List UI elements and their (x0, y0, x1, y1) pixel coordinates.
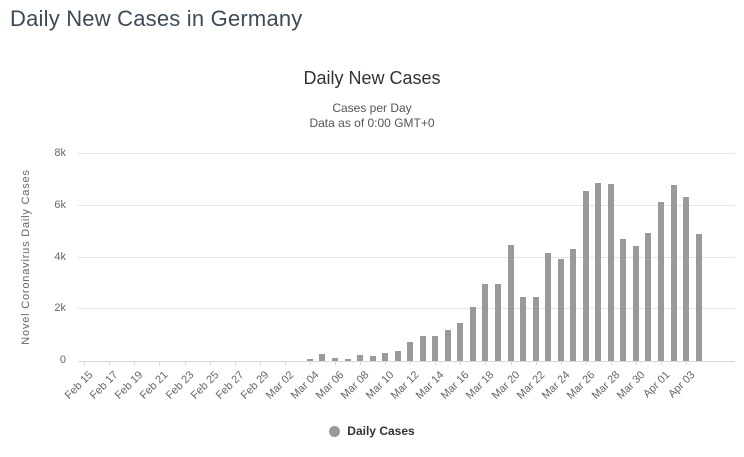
x-tickmark (635, 361, 637, 365)
x-tickmark (585, 361, 587, 365)
bar-mar-29[interactable] (620, 238, 627, 361)
x-tickmark (510, 361, 512, 365)
x-tick-label: Apr 03 (666, 369, 698, 401)
bar-mar-08[interactable] (357, 355, 364, 361)
x-tickmark (560, 361, 562, 365)
bar-mar-07[interactable] (344, 358, 351, 361)
x-tickmark (209, 361, 211, 365)
y-tick-label: 0 (59, 354, 66, 366)
x-tickmark (259, 361, 261, 365)
x-tickmark (435, 361, 437, 365)
bar-mar-28[interactable] (607, 184, 614, 361)
bar-mar-06[interactable] (332, 358, 339, 361)
bar-mar-05[interactable] (319, 354, 326, 361)
bar-mar-25[interactable] (570, 248, 577, 361)
bar-mar-15[interactable] (444, 329, 451, 361)
bar-mar-31[interactable] (645, 233, 652, 361)
chart-title: Daily New Cases (303, 68, 441, 88)
legend-marker-icon (329, 425, 341, 437)
gridline (78, 153, 735, 154)
bar-mar-20[interactable] (507, 244, 514, 361)
x-tickmark (159, 361, 161, 365)
page-title: Daily New Cases in Germany (10, 6, 303, 31)
x-tickmark (460, 361, 462, 365)
x-tickmark (360, 361, 362, 365)
y-tick-label: 4k (54, 250, 66, 263)
x-tickmark (661, 361, 663, 365)
x-tickmark (686, 361, 688, 365)
bar-mar-17[interactable] (469, 306, 476, 361)
x-tick-label: Feb 21 (138, 369, 171, 402)
y-tick-label: 6k (54, 198, 66, 211)
bar-mar-19[interactable] (495, 283, 502, 361)
x-tickmark (610, 361, 612, 365)
x-tickmark (309, 361, 311, 365)
bar-mar-21[interactable] (520, 296, 527, 361)
bar-mar-12[interactable] (407, 341, 414, 361)
x-tickmark (284, 361, 286, 365)
bar-apr-02[interactable] (670, 185, 677, 361)
x-tickmark (535, 361, 537, 365)
bar-mar-26[interactable] (582, 190, 589, 361)
bar-mar-24[interactable] (557, 259, 564, 361)
x-tick-label: Mar 18 (464, 369, 497, 402)
x-tickmark (335, 361, 337, 365)
y-tick-label: 8k (54, 147, 66, 159)
x-tickmark (234, 361, 236, 365)
bar-apr-01[interactable] (658, 201, 665, 361)
x-tick-label: Mar 20 (489, 369, 523, 402)
legend-item-daily-cases[interactable]: Daily Cases (0, 422, 744, 440)
x-tickmark (84, 361, 86, 365)
bar-mar-10[interactable] (382, 353, 389, 361)
gridline (78, 308, 735, 310)
x-tickmark (109, 361, 111, 365)
bar-mar-30[interactable] (632, 246, 639, 361)
x-tickmark (134, 361, 136, 365)
bar-mar-22[interactable] (532, 296, 539, 361)
bar-mar-14[interactable] (432, 336, 439, 361)
chart-subtitle-line2: Data as of 0:00 GMT+0 (309, 116, 435, 130)
bar-mar-11[interactable] (394, 351, 401, 361)
bar-mar-04[interactable] (306, 359, 313, 361)
y-tick-label: 2k (54, 302, 66, 315)
gridline (78, 256, 735, 258)
x-tickmark (385, 361, 387, 365)
x-tickmark (485, 361, 487, 365)
bar-mar-16[interactable] (457, 323, 464, 361)
bar-mar-18[interactable] (482, 284, 489, 361)
bar-mar-23[interactable] (545, 252, 552, 361)
bar-apr-04[interactable] (695, 233, 702, 361)
bar-mar-09[interactable] (369, 356, 376, 361)
x-tick-label: Feb 23 (163, 369, 197, 402)
plot-area (78, 153, 735, 365)
chart-subtitle-line1: Cases per Day (332, 101, 412, 115)
gridline (78, 204, 735, 206)
bar-mar-27[interactable] (595, 182, 602, 361)
legend-label: Daily Cases (347, 424, 415, 438)
x-tickmark (184, 361, 186, 365)
bar-mar-13[interactable] (419, 336, 426, 361)
x-tick-label: Apr 01 (641, 369, 673, 401)
bar-apr-03[interactable] (683, 196, 690, 361)
x-tickmark (410, 361, 412, 365)
